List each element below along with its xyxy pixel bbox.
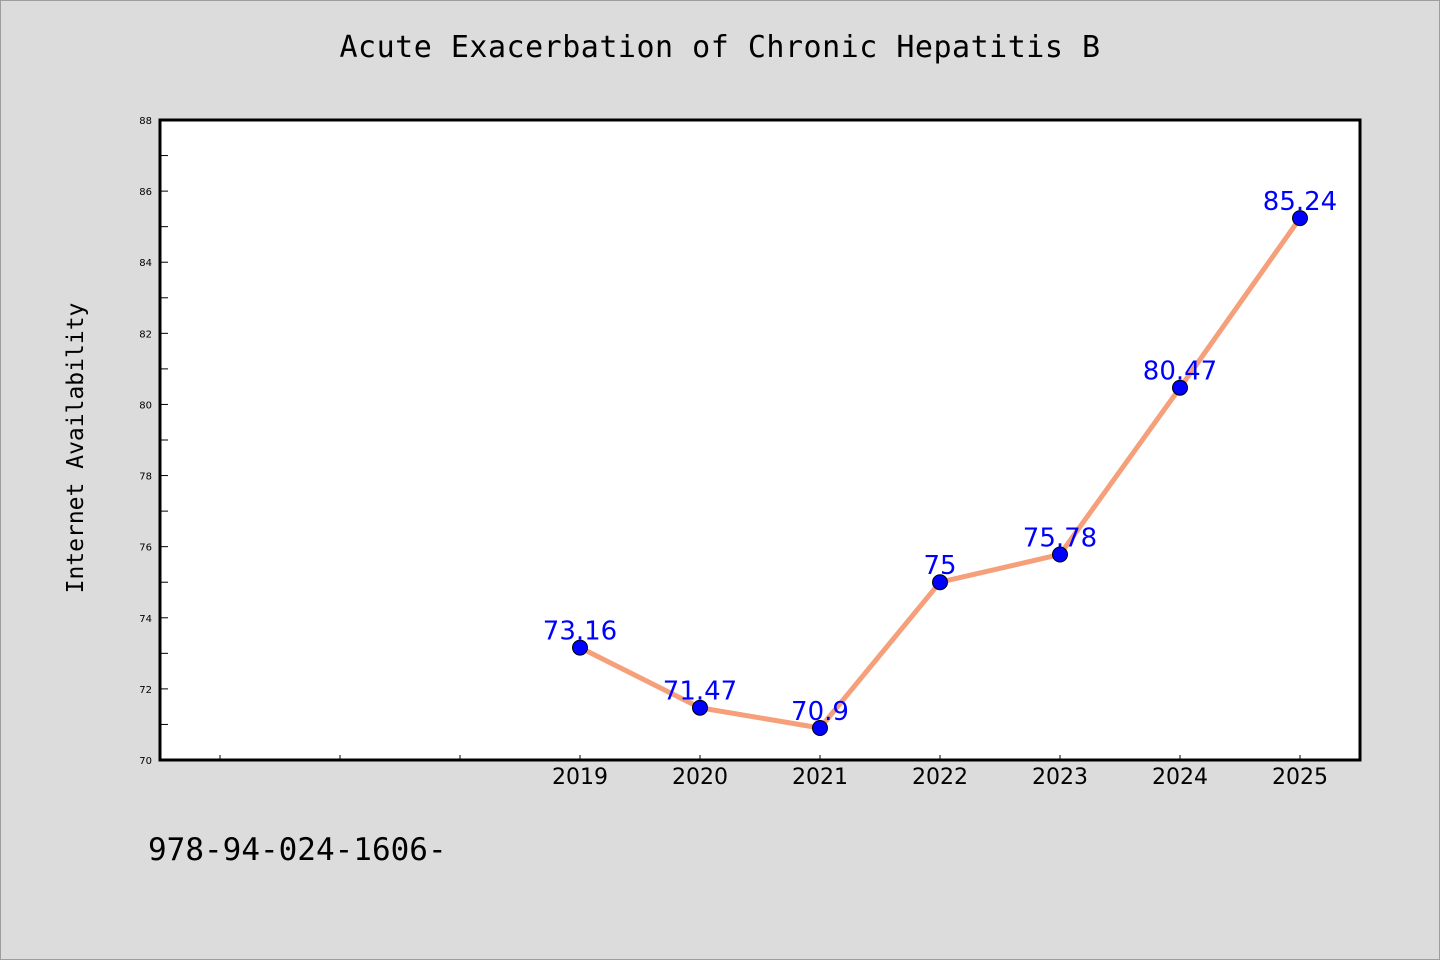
plot-area [158, 118, 1362, 762]
data-label: 71.47 [663, 677, 737, 707]
x-tick-label: 2025 [1272, 765, 1328, 790]
data-label: 73.16 [543, 617, 617, 647]
x-tick-label: 2022 [912, 765, 968, 790]
y-tick-label: 76 [139, 543, 152, 554]
footer-text: 978-94-024-1606- [148, 832, 447, 868]
chart-title: Acute Exacerbation of Chronic Hepatitis … [339, 30, 1101, 65]
data-point [812, 720, 828, 736]
series-group: 73.16 71.47 70.9 75 75.78 80.47 85.24 [543, 187, 1337, 736]
y-axis: 70 72 74 76 78 80 82 84 86 88 [139, 116, 168, 767]
y-tick-label: 82 [139, 329, 152, 340]
data-point [932, 574, 948, 591]
y-tick-label: 84 [139, 258, 152, 269]
x-tick-label: 2021 [792, 765, 848, 790]
data-point [692, 699, 708, 716]
y-tick-label: 86 [139, 187, 152, 198]
x-axis: 2019 2020 2021 2022 2023 2024 2025 [219, 755, 1328, 790]
y-tick-label: 80 [139, 400, 152, 411]
data-point [1052, 546, 1068, 563]
data-label: 80.47 [1143, 357, 1217, 387]
x-tick-label: 2020 [672, 765, 728, 790]
y-tick-label: 74 [139, 614, 152, 625]
data-label: 75 [923, 551, 956, 581]
y-tick-label: 70 [139, 756, 152, 767]
x-tick-label: 2019 [552, 765, 608, 790]
y-tick-label: 78 [139, 472, 152, 483]
data-point [572, 639, 588, 656]
x-tick-label: 2023 [1032, 765, 1088, 790]
data-label: 70.9 [791, 697, 849, 727]
data-label: 75.78 [1023, 523, 1097, 553]
data-point [1292, 210, 1308, 227]
data-label: 85.24 [1263, 187, 1337, 217]
y-tick-label: 88 [139, 116, 152, 127]
y-tick-label: 72 [139, 685, 152, 696]
data-point [1172, 379, 1188, 396]
x-tick-label: 2024 [1152, 765, 1208, 790]
